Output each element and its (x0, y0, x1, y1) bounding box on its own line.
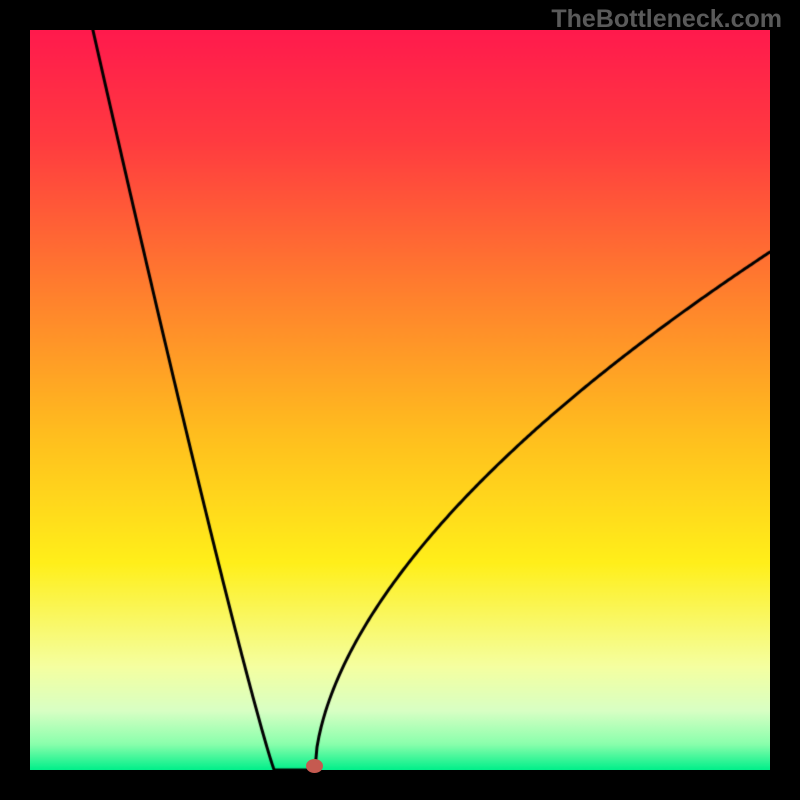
plot-area (30, 30, 770, 770)
bottleneck-chart: TheBottleneck.com (0, 0, 800, 800)
bottleneck-curve (30, 30, 770, 770)
optimum-marker (306, 759, 323, 773)
watermark-text: TheBottleneck.com (551, 5, 782, 34)
